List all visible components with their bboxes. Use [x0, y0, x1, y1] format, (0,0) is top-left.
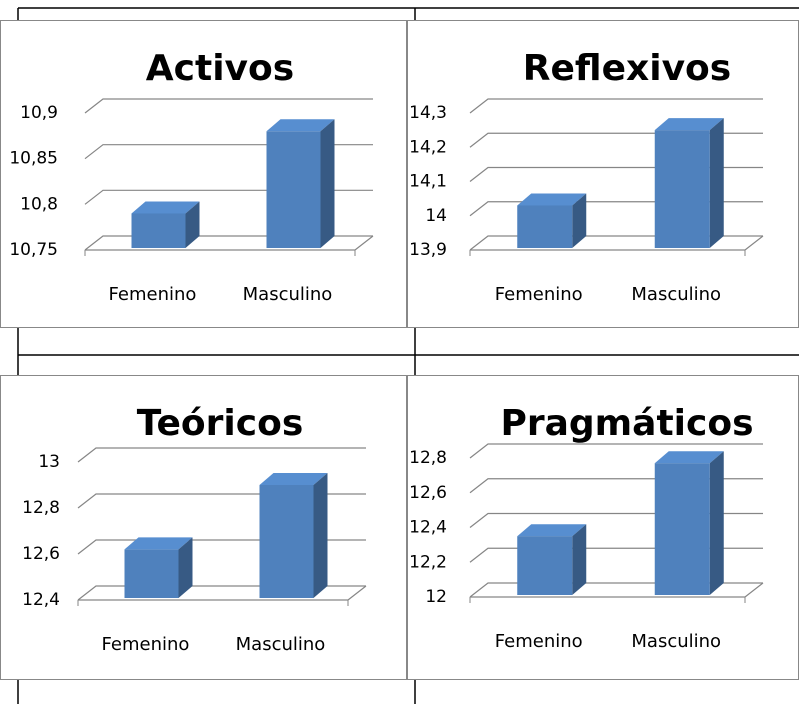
y-tick-label: 12	[425, 587, 447, 607]
y-tick-label: 13	[38, 452, 60, 472]
y-tick-label: 12,4	[22, 590, 60, 610]
y-tick-label: 14,3	[409, 103, 447, 123]
chart-title: Reflexivos	[523, 48, 731, 89]
bar-side	[185, 201, 200, 248]
bar-side	[178, 537, 193, 598]
bar	[517, 205, 573, 248]
bar-top	[654, 451, 724, 464]
y-tick-label: 12,6	[22, 544, 60, 564]
x-tick-label: Masculino	[243, 284, 333, 305]
bar-side	[709, 118, 724, 248]
bar	[259, 485, 314, 598]
grid-line	[469, 98, 763, 114]
y-tick-label: 12,6	[409, 483, 447, 503]
bar-top	[654, 118, 724, 131]
bar-side	[320, 119, 335, 249]
chart-title: Pragmáticos	[500, 403, 753, 444]
y-tick-label: 12,8	[409, 448, 447, 468]
x-tick-label: Masculino	[631, 631, 721, 652]
chart-title: Teóricos	[137, 403, 304, 444]
bar-top	[131, 201, 200, 214]
x-tick-label: Masculino	[236, 634, 326, 655]
y-tick-label: 10,8	[20, 194, 58, 214]
grid-line	[84, 98, 373, 114]
x-tick-label: Femenino	[109, 284, 197, 305]
x-tick-label: Femenino	[495, 631, 583, 652]
x-tick-label: Femenino	[102, 634, 190, 655]
y-tick-label: 13,9	[409, 240, 447, 260]
table-lines	[17, 7, 799, 704]
y-tick-label: 14,2	[409, 137, 447, 157]
bar-top	[266, 119, 335, 132]
bar-side	[572, 193, 587, 248]
chart: Teóricos 12,4 12,6 12,8 13 Femenino Masculino	[0, 375, 407, 680]
bar	[131, 213, 186, 248]
y-tick-label: 10,9	[20, 103, 58, 123]
bar-top	[259, 473, 328, 485]
bar	[654, 463, 710, 595]
x-tick-label: Masculino	[631, 284, 721, 305]
bar	[517, 536, 573, 595]
chart-title: Activos	[146, 48, 294, 89]
y-tick-label: 14,1	[409, 172, 447, 192]
bar-side	[572, 524, 587, 595]
chart-border	[0, 375, 407, 680]
y-tick-label: 12,2	[409, 552, 447, 572]
bar-top	[124, 537, 193, 550]
chart-border	[0, 20, 407, 328]
bar	[124, 549, 179, 598]
chart: Pragmáticos 12 12,2 12,4 12,6 12,8 Femenino Mas…	[407, 375, 799, 680]
y-tick-label: 12,4	[409, 518, 447, 538]
bar	[654, 130, 710, 248]
y-tick-label: 10,75	[9, 240, 58, 260]
bar-side	[709, 451, 724, 595]
x-tick-label: Femenino	[495, 284, 583, 305]
grid-line	[469, 443, 763, 459]
y-tick-label: 10,85	[9, 149, 58, 169]
bar	[266, 131, 321, 248]
bar-top	[517, 193, 587, 206]
bar-top	[517, 524, 587, 537]
grid-line	[77, 447, 366, 463]
chart: Activos 10,75 10,8 10,85 10,9 Femenino Masculi…	[0, 20, 407, 328]
chart: Reflexivos 13,9 14 14,1 14,2 14,3 Femenino Masc…	[407, 20, 799, 328]
y-tick-label: 14	[425, 206, 447, 226]
bar-side	[313, 473, 328, 598]
y-tick-label: 12,8	[22, 498, 60, 518]
